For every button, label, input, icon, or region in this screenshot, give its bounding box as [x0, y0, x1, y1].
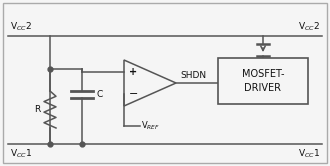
Text: MOSFET-
DRIVER: MOSFET- DRIVER	[242, 69, 284, 93]
Text: V$_{CC}$2: V$_{CC}$2	[10, 20, 32, 33]
Text: V$_{CC}$1: V$_{CC}$1	[298, 147, 320, 160]
FancyBboxPatch shape	[218, 58, 308, 104]
Text: SHDN: SHDN	[180, 71, 206, 80]
Text: C: C	[96, 90, 102, 99]
Text: +: +	[129, 67, 137, 77]
Text: V$_{CC}$2: V$_{CC}$2	[298, 20, 320, 33]
FancyBboxPatch shape	[3, 3, 327, 163]
Text: V$_{CC}$1: V$_{CC}$1	[10, 147, 32, 160]
Text: V$_{REF}$: V$_{REF}$	[141, 120, 160, 132]
Text: −: −	[129, 89, 138, 99]
Text: R: R	[34, 105, 40, 114]
